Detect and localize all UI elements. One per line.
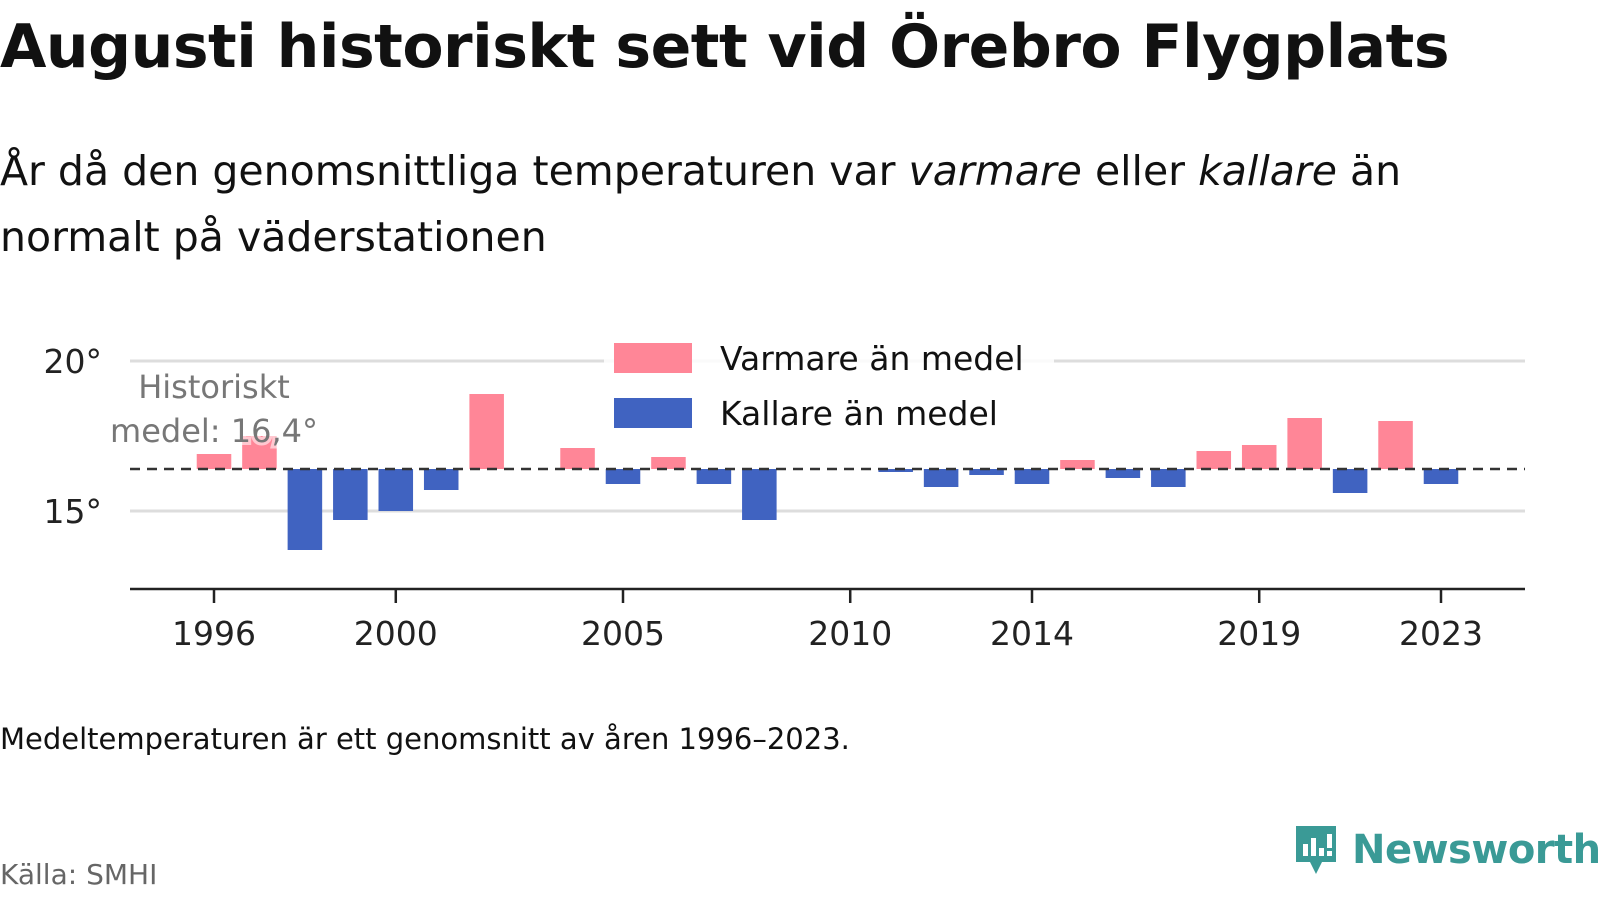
- bar-2005: [605, 469, 641, 484]
- x-tick-label-2005: 2005: [581, 614, 665, 653]
- legend-warm-swatch: [614, 343, 692, 373]
- y-ticks: 15° 20°: [44, 342, 103, 531]
- bar-1998: [287, 469, 323, 550]
- bar-2021: [1332, 469, 1368, 493]
- bar-2011: [878, 469, 913, 472]
- x-tick-label-1996: 1996: [172, 614, 256, 653]
- source-credit: Källa: SMHI: [0, 858, 158, 891]
- bar-2023: [1423, 469, 1459, 484]
- newsworthy-icon: [1296, 826, 1336, 874]
- baseline-annotation: Historiskt medel: 16,4°: [107, 365, 321, 453]
- bar-2008: [742, 469, 777, 520]
- brand-logo: Newsworthy: [1292, 822, 1600, 878]
- baseline-label-line2: medel: 16,4°: [110, 412, 318, 450]
- bar-chart: 1996 2000 2005 2010 2014 2019 2023 15° 20° Hist…: [44, 334, 1525, 653]
- bar-2013: [969, 469, 1004, 475]
- bar-1997: [242, 436, 277, 469]
- bar-2022: [1378, 421, 1413, 469]
- bar-1999: [333, 469, 368, 520]
- bar-2007: [696, 469, 732, 484]
- bar-2000: [378, 469, 414, 511]
- x-tick-label-2000: 2000: [354, 614, 438, 653]
- y-tick-label-20: 20°: [44, 342, 103, 381]
- x-tick-label-2023: 2023: [1399, 614, 1483, 653]
- legend-cold-swatch: [614, 398, 692, 428]
- legend-cold-label: Kallare än medel: [720, 394, 998, 433]
- legend: Varmare än medel Kallare än medel: [604, 334, 1054, 444]
- y-tick-label-15: 15°: [44, 492, 103, 531]
- bar-2014: [1014, 469, 1050, 484]
- bar-2002: [469, 394, 504, 469]
- chart-title: Augusti historiskt sett vid Örebro Flygp…: [0, 12, 1450, 82]
- x-tick-label-2019: 2019: [1217, 614, 1301, 653]
- bar-2017: [1151, 469, 1186, 487]
- chart-subtitle: År då den genomsnittliga temperaturen va…: [0, 147, 1402, 261]
- x-tick-label-2014: 2014: [990, 614, 1074, 653]
- bar-2001: [423, 469, 459, 490]
- bars-layer: [196, 394, 1459, 550]
- bar-2016: [1105, 469, 1141, 478]
- bar-2019: [1241, 445, 1277, 469]
- bar-2020: [1287, 418, 1322, 469]
- bar-2015: [1060, 460, 1095, 469]
- bar-2004: [560, 448, 595, 469]
- legend-warm-label: Varmare än medel: [720, 339, 1024, 378]
- footnote: Medeltemperaturen är ett genomsnitt av å…: [0, 722, 850, 756]
- bar-2012: [923, 469, 959, 487]
- x-tick-label-2010: 2010: [808, 614, 892, 653]
- bar-2018: [1196, 451, 1232, 469]
- brand-name: Newsworthy: [1352, 827, 1600, 873]
- baseline-label-line1: Historiskt: [138, 368, 290, 406]
- bar-2006: [651, 457, 686, 469]
- bar-1996: [196, 454, 232, 469]
- x-ticks: 1996 2000 2005 2010 2014 2019 2023: [172, 589, 1483, 653]
